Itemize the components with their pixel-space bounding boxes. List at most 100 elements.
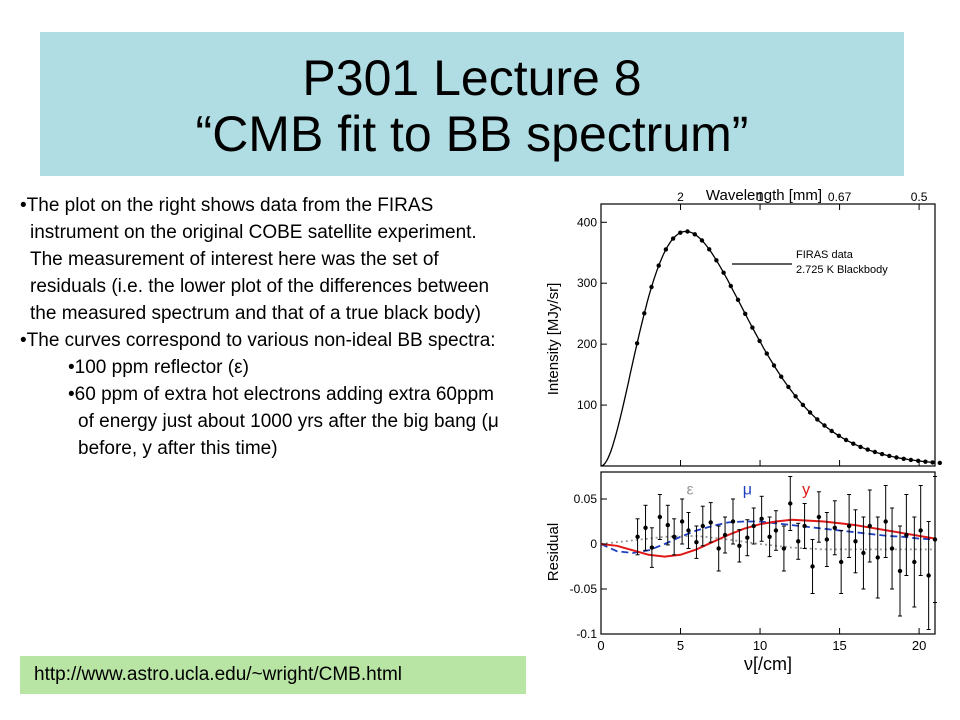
firas-point [721, 270, 726, 275]
firas-point [930, 460, 935, 465]
intensity-axis-label: Intensity [MJy/sr] [545, 283, 562, 396]
residual-point [737, 543, 742, 548]
firas-point [937, 460, 942, 466]
firas-point [678, 230, 683, 235]
curve-label: ε [686, 482, 693, 499]
top-axis-label: Wavelength [mm] [706, 187, 822, 204]
residual-point [745, 535, 750, 540]
residual-axis-label: Residual [545, 523, 562, 581]
frequency-axis-label: ν[/cm] [744, 654, 792, 674]
residual-point [643, 525, 648, 530]
firas-point [851, 441, 856, 446]
bullet-firas: •The plot on the right shows data from t… [20, 195, 490, 324]
firas-point [865, 447, 870, 452]
slide-title-line2: “CMB fit to BB spectrum” [195, 106, 749, 162]
residual-point [665, 522, 670, 528]
firas-point [829, 428, 834, 434]
intensity-axis-ticks: 100 200 300 400 [577, 215, 607, 412]
frequency-tick-label: 15 [832, 638, 846, 653]
firas-point [786, 384, 791, 390]
residual-point [824, 537, 830, 542]
mu-symbol: μ [487, 411, 499, 432]
residual-point [802, 523, 807, 529]
intensity-tick-label: 100 [577, 398, 597, 412]
residual-panel-frame [600, 471, 936, 635]
residual-tick-label: -0.05 [570, 582, 598, 596]
sub-bullet-reflector-text: •100 ppm reflector ( [68, 357, 235, 378]
residual-point [671, 534, 677, 539]
firas-point [699, 238, 705, 243]
residual-point [838, 559, 844, 565]
frequency-tick-label: 0 [597, 638, 604, 653]
frequency-tick-label: 5 [677, 638, 684, 653]
residual-point [751, 523, 756, 529]
firas-point [743, 311, 748, 316]
firas-point [663, 247, 669, 252]
residual-point [889, 546, 895, 551]
firas-point [793, 394, 798, 399]
firas-point [887, 453, 892, 459]
firas-point [685, 229, 690, 234]
title-box: P301 Lecture 8 “CMB fit to BB spectrum” [40, 32, 904, 176]
url-box[interactable]: http://www.astro.ucla.edu/~wright/CMB.ht… [20, 656, 526, 694]
residual-data-points [635, 476, 938, 630]
firas-point [836, 433, 842, 438]
residual-point [883, 519, 888, 524]
firas-point [750, 325, 755, 330]
firas-point [656, 263, 661, 268]
residual-point [759, 516, 764, 521]
frequency-axis-ticks: 0 5 10 15 20 [597, 460, 926, 653]
firas-point [901, 456, 906, 461]
residual-point [875, 555, 880, 560]
residual-point [635, 534, 640, 539]
firas-point [822, 423, 827, 428]
residual-point [767, 534, 772, 539]
residual-point [716, 546, 721, 551]
frequency-tick-label: 20 [912, 638, 926, 653]
wavelength-tick-label: 0.5 [911, 190, 928, 204]
epsilon-symbol: ε [234, 357, 243, 378]
residual-point [649, 545, 655, 550]
sub-bullet-electrons-end: before, y after this time) [78, 438, 278, 459]
firas-point [843, 437, 849, 443]
intensity-tick-label: 300 [577, 276, 597, 290]
residual-point [730, 519, 736, 524]
firas-point [872, 449, 878, 455]
firas-point [642, 311, 647, 316]
residual-point [788, 501, 793, 506]
residual-point [686, 528, 691, 533]
curve-label: y [802, 482, 810, 499]
residual-point [679, 519, 685, 524]
wavelength-tick-label: 1 [757, 190, 764, 204]
residual-point [816, 514, 822, 520]
firas-point [771, 363, 777, 368]
firas-point [815, 417, 820, 422]
intensity-tick-label: 200 [577, 337, 597, 351]
residual-tick-label: 0 [590, 537, 597, 551]
residual-point [810, 564, 815, 569]
firas-point [800, 402, 806, 408]
residual-point [832, 525, 837, 530]
firas-point [858, 444, 863, 450]
residual-point [773, 528, 779, 533]
model-curve-solid [600, 518, 936, 558]
firas-point [728, 283, 733, 289]
model-curve-dashed [600, 520, 936, 554]
top-axis-ticks: 2 1 0.67 0.5 [677, 190, 928, 210]
residual-point [861, 550, 866, 556]
firas-point [923, 459, 928, 464]
firas-point [735, 297, 741, 302]
residual-point [912, 559, 917, 565]
sub-bullet-reflector-end: ) [242, 357, 249, 378]
residual-point [694, 540, 699, 545]
firas-point [879, 451, 885, 457]
sub-bullet-reflector: •100 ppm reflector (ε) [20, 354, 512, 381]
firas-point [649, 284, 654, 290]
source-url-link[interactable]: http://www.astro.ucla.edu/~wright/CMB.ht… [34, 664, 403, 685]
bullet-curves: •The curves correspond to various non-id… [20, 330, 496, 351]
sub-bullet-electrons-text: •60 ppm of extra hot electrons adding ex… [68, 384, 494, 432]
residual-point [926, 573, 931, 578]
firas-point [807, 410, 813, 415]
